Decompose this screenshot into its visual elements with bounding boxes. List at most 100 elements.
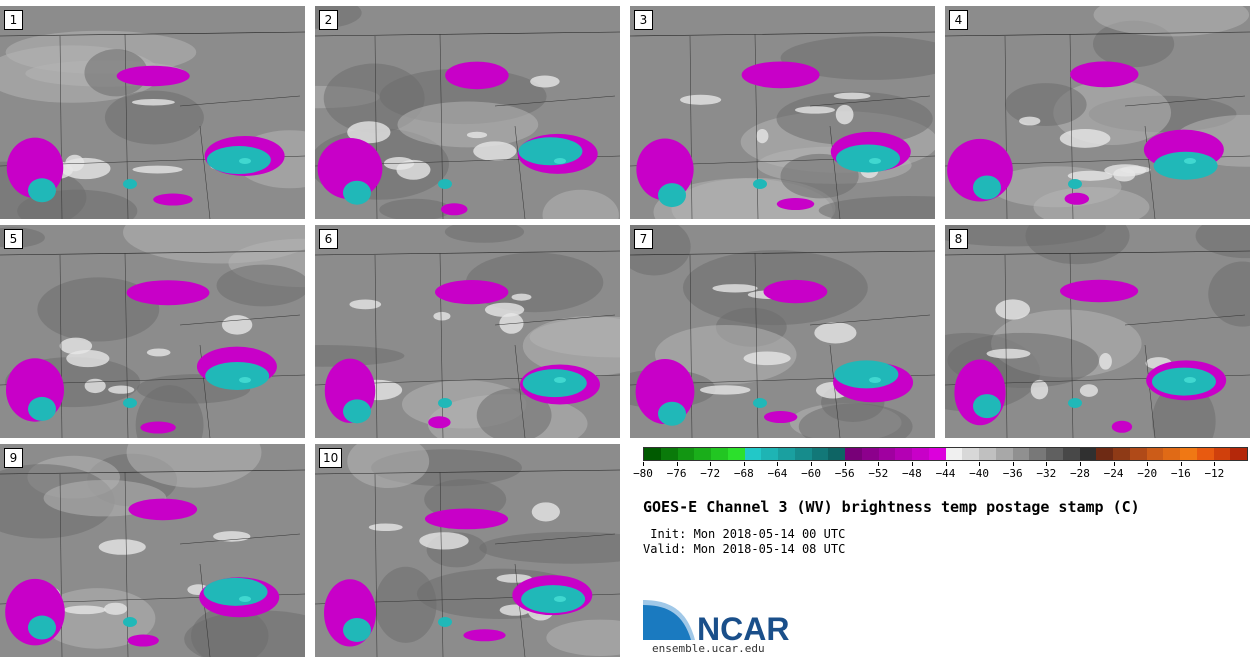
colorbar-segment [778, 448, 795, 460]
colorbar-tick-label: −40 [969, 467, 990, 480]
colorbar-tick-label: −32 [1036, 467, 1057, 480]
colorbar-tick [945, 462, 947, 466]
figure-title: GOES-E Channel 3 (WV) brightness temp po… [643, 498, 1140, 516]
colorbar-segment [1079, 448, 1097, 460]
colorbar-segment [895, 448, 912, 460]
stamp-panel: 7 [630, 225, 935, 438]
valid-time: Valid: Mon 2018-05-14 08 UTC [643, 542, 846, 556]
colorbar-segment [1129, 448, 1147, 460]
colorbar-tick [643, 462, 644, 466]
colorbar-ticks: −80 −76 −72 −68 −64 −60 −56 −52 −48 −44 −40 −36 −32−… [633, 462, 1248, 482]
colorbar-segment [794, 448, 812, 460]
stamp-number: 3 [634, 10, 653, 30]
colorbar-tick [1046, 462, 1048, 466]
stamp-number: 8 [949, 229, 968, 249]
colorbar-tick-label: −28 [1070, 467, 1090, 480]
colorbar-segment [694, 448, 711, 460]
colorbar-tick [676, 462, 678, 466]
colorbar-tick-label: −24 [1103, 467, 1124, 480]
colorbar-tick [811, 462, 813, 466]
colorbar [643, 447, 1248, 461]
stamp-panel: 4 [945, 6, 1250, 219]
colorbar-tick [1147, 462, 1149, 466]
colorbar-tick-label: −72 [700, 467, 721, 480]
colorbar-tick [911, 462, 913, 466]
colorbar-tick [710, 462, 712, 466]
colorbar-segment [945, 448, 963, 460]
colorbar-tick [979, 462, 981, 466]
stamp-number: 7 [634, 229, 653, 249]
stamp-panel: 5 [0, 225, 305, 438]
colorbar-segment [1096, 448, 1113, 460]
colorbar-tick [1113, 462, 1115, 466]
colorbar-segment [1196, 448, 1214, 460]
stamp-number: 6 [319, 229, 338, 249]
ncar-logo: NCAR [643, 600, 789, 644]
satellite-image [315, 6, 620, 219]
colorbar-segment [878, 448, 896, 460]
website-label: ensemble.ucar.edu [652, 642, 765, 655]
colorbar-segment [1180, 448, 1197, 460]
stamp-number: 4 [949, 10, 968, 30]
colorbar-segment [1213, 448, 1231, 460]
colorbar-segment [1230, 448, 1247, 460]
colorbar-segment [828, 448, 845, 460]
colorbar-segment [1163, 448, 1180, 460]
colorbar-tick [878, 462, 880, 466]
satellite-image [945, 6, 1250, 219]
colorbar-segment [995, 448, 1013, 460]
colorbar-segment [861, 448, 879, 460]
colorbar-tick [1012, 462, 1014, 466]
colorbar-tick-label: −44 [935, 467, 956, 480]
colorbar-segment [660, 448, 678, 460]
colorbar-segment [962, 448, 979, 460]
satellite-image [315, 225, 620, 438]
colorbar-tick [777, 462, 779, 466]
colorbar-segment [1146, 448, 1164, 460]
colorbar-tick [1079, 462, 1081, 466]
colorbar-segment [912, 448, 929, 460]
logo-text: NCAR [697, 611, 789, 644]
stamp-number: 1 [4, 10, 23, 30]
colorbar-segment [677, 448, 695, 460]
colorbar-segment [744, 448, 762, 460]
stamp-panel: 9 [0, 444, 305, 657]
colorbar-tick-label: −76 [666, 467, 687, 480]
colorbar-segment [1012, 448, 1030, 460]
colorbar-segment [1062, 448, 1080, 460]
colorbar-segment [1029, 448, 1046, 460]
colorbar-tick-label: −12 [1204, 467, 1225, 480]
colorbar-tick [1214, 462, 1216, 466]
stamp-number: 10 [319, 448, 343, 468]
colorbar-tick-label: −20 [1137, 467, 1158, 480]
satellite-image [315, 444, 620, 657]
colorbar-tick-label: −60 [801, 467, 821, 480]
colorbar-tick-label: −68 [733, 467, 754, 480]
stamp-panel: 10 [315, 444, 620, 657]
stamp-panel: 3 [630, 6, 935, 219]
colorbar-tick [743, 462, 745, 466]
stamp-panel: 1 [0, 6, 305, 219]
colorbar-segment [711, 448, 728, 460]
stamp-panel: 8 [945, 225, 1250, 438]
colorbar-segment [845, 448, 862, 460]
colorbar-segment [761, 448, 778, 460]
colorbar-tick-label: −48 [901, 467, 922, 480]
colorbar-segment [928, 448, 946, 460]
satellite-image [0, 6, 305, 219]
colorbar-tick-label: −64 [767, 467, 788, 480]
satellite-image [630, 6, 935, 219]
colorbar-tick-label: −16 [1170, 467, 1191, 480]
colorbar-segment [644, 448, 661, 460]
colorbar-segment [1046, 448, 1063, 460]
init-time: Init: Mon 2018-05-14 00 UTC [643, 527, 846, 541]
stamp-panel: 2 [315, 6, 620, 219]
colorbar-tick-label: −80 [633, 467, 653, 480]
colorbar-tick [844, 462, 846, 466]
colorbar-segment [727, 448, 745, 460]
colorbar-segment [979, 448, 996, 460]
stamp-number: 2 [319, 10, 338, 30]
stamp-number: 9 [4, 448, 23, 468]
satellite-image [945, 225, 1250, 438]
colorbar-segment [811, 448, 829, 460]
